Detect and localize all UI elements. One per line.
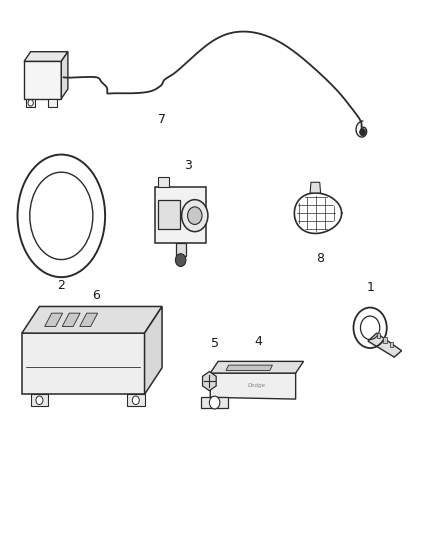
Polygon shape (80, 313, 98, 326)
Polygon shape (368, 333, 402, 357)
Polygon shape (127, 394, 145, 406)
Polygon shape (377, 333, 380, 338)
Polygon shape (202, 372, 216, 391)
Polygon shape (61, 52, 68, 99)
Circle shape (28, 100, 33, 106)
Polygon shape (158, 177, 169, 187)
Polygon shape (24, 61, 61, 99)
Polygon shape (145, 306, 162, 394)
Circle shape (187, 207, 202, 224)
Circle shape (132, 396, 139, 405)
Text: Dodge: Dodge (248, 383, 266, 387)
Polygon shape (210, 361, 304, 373)
Text: 4: 4 (254, 335, 262, 348)
Polygon shape (24, 52, 68, 61)
Polygon shape (155, 187, 206, 243)
Polygon shape (26, 99, 35, 107)
Polygon shape (31, 394, 48, 406)
Circle shape (182, 200, 208, 232)
Polygon shape (383, 337, 387, 343)
Polygon shape (22, 306, 162, 333)
Circle shape (36, 396, 43, 405)
Polygon shape (390, 342, 393, 347)
Polygon shape (45, 313, 63, 326)
Polygon shape (62, 313, 80, 326)
Text: 5: 5 (211, 337, 219, 350)
Polygon shape (310, 182, 321, 193)
Text: 3: 3 (184, 159, 192, 172)
Polygon shape (201, 398, 228, 408)
Circle shape (360, 128, 366, 136)
Text: 6: 6 (92, 289, 100, 302)
Polygon shape (158, 200, 180, 229)
Text: 1: 1 (366, 281, 374, 294)
Circle shape (175, 254, 186, 266)
Circle shape (209, 396, 220, 409)
Polygon shape (48, 99, 57, 107)
Text: 2: 2 (57, 279, 65, 292)
Polygon shape (22, 333, 145, 394)
Polygon shape (226, 365, 272, 370)
Text: 7: 7 (158, 114, 166, 126)
Polygon shape (176, 243, 186, 256)
Text: 8: 8 (316, 252, 324, 265)
Polygon shape (210, 373, 296, 399)
